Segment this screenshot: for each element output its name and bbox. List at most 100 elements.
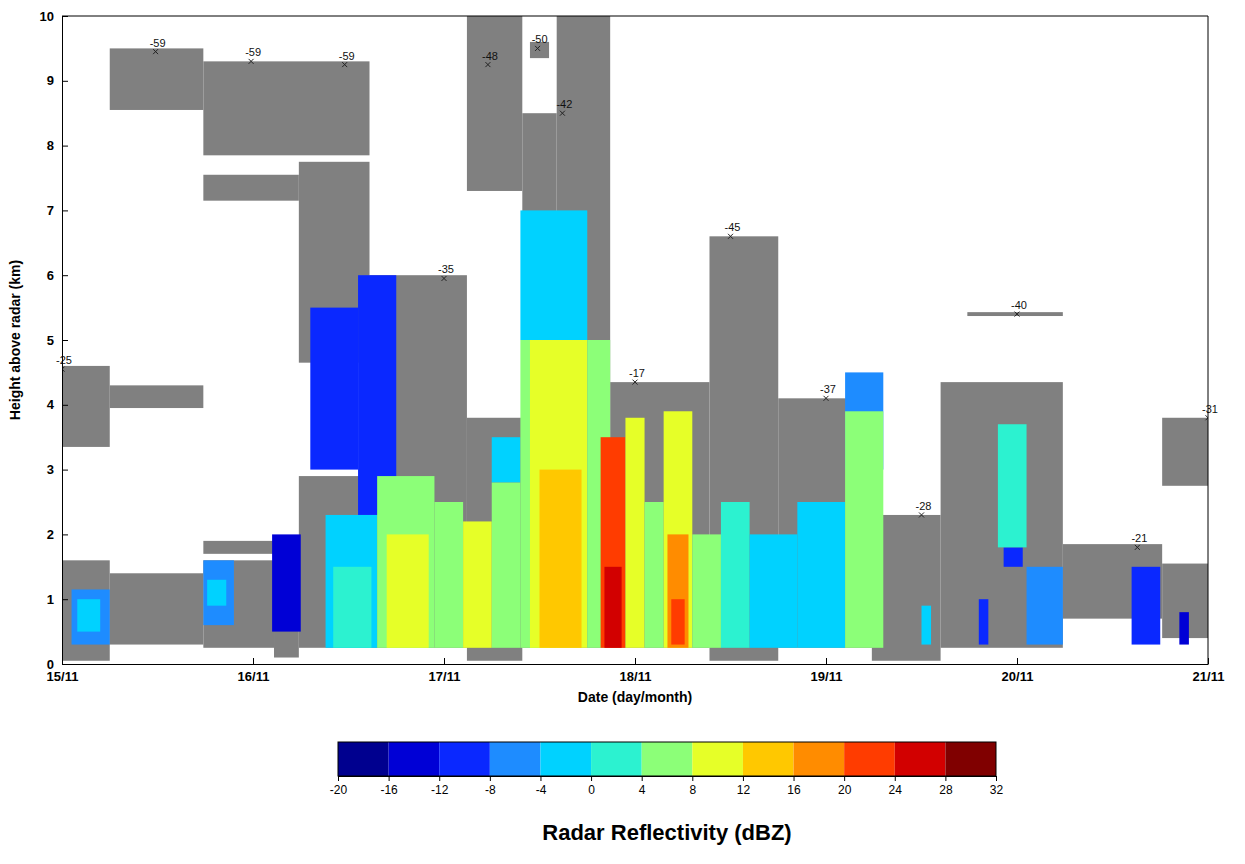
- y-tick: 0: [47, 657, 68, 672]
- reflectivity-cell: [326, 515, 378, 648]
- y-tick-label: 1: [47, 592, 54, 607]
- y-tick: 1: [47, 592, 68, 607]
- reflectivity-cell: [721, 502, 750, 648]
- y-tick-mark: [62, 599, 68, 600]
- y-tick: 7: [47, 203, 68, 218]
- temperature-label: -28: [916, 500, 932, 512]
- cloud-region: [62, 366, 110, 447]
- colorbar-title: Radar Reflectivity (dBZ): [542, 820, 791, 845]
- y-tick-label: 7: [47, 203, 54, 218]
- colorbar-tick-mark: [692, 776, 693, 781]
- reflectivity-cell: [645, 502, 664, 648]
- x-tick: 16/11: [238, 658, 270, 684]
- temperature-label: -17: [629, 367, 645, 379]
- reflectivity-cell: [625, 418, 644, 648]
- reflectivity-cell: [692, 534, 721, 647]
- temperature-label: -50: [532, 33, 548, 45]
- colorbar-tick-mark: [389, 776, 390, 781]
- colorbar-tick-mark: [591, 776, 592, 781]
- x-tick-mark: [635, 658, 636, 664]
- colorbar-tick: 8: [689, 776, 696, 797]
- colorbar-tick-label: 16: [787, 783, 801, 797]
- y-tick: 6: [47, 268, 68, 283]
- cloud-region: [203, 61, 369, 155]
- plot-frame: [62, 16, 1208, 664]
- colorbar-tick: 16: [787, 776, 801, 797]
- temperature-label: -48: [482, 50, 498, 62]
- colorbar-tick: 4: [639, 776, 646, 797]
- plot-background: [62, 16, 1208, 664]
- temperature-marker: [249, 59, 254, 64]
- reflectivity-cell: [845, 411, 883, 648]
- colorbar-tick: -16: [380, 776, 398, 797]
- y-tick-mark: [62, 664, 68, 665]
- x-tick-label: 20/11: [1002, 669, 1034, 684]
- y-axis-title: Height above radar (km): [7, 260, 23, 420]
- colorbar-tick: 0: [588, 776, 595, 797]
- temperature-label: -25: [56, 354, 72, 366]
- cloud-region: [967, 312, 1063, 316]
- colorbar-axis: -20-16-12-8-4048121620242832: [330, 776, 1004, 797]
- colorbar-bin: [844, 742, 895, 776]
- x-tick: 20/11: [1002, 658, 1034, 684]
- cloud-region: [467, 16, 522, 191]
- colorbar-tick-mark: [743, 776, 744, 781]
- colorbar-tick-mark: [540, 776, 541, 781]
- y-tick: 3: [47, 462, 68, 477]
- colorbar-bin: [794, 742, 845, 776]
- colorbar-tick-label: 28: [939, 783, 953, 797]
- temperature-label: -40: [1011, 299, 1027, 311]
- reflectivity-cell: [797, 502, 845, 648]
- temperature-label: -31: [1202, 403, 1218, 415]
- temperature-label: -59: [150, 37, 166, 49]
- y-tick-mark: [62, 210, 68, 211]
- reflectivity-cell: [492, 483, 521, 648]
- colorbar-tick-label: -12: [431, 783, 449, 797]
- y-axis: 012345678910: [40, 9, 68, 672]
- colorbar-tick-label: 4: [639, 783, 646, 797]
- colorbar-bin: [692, 742, 743, 776]
- plot-marks: [62, 16, 1208, 661]
- x-tick-mark: [444, 658, 445, 664]
- reflectivity-cell: [1027, 567, 1063, 645]
- reflectivity-cell: [434, 502, 463, 648]
- cloud-regions: [62, 16, 1208, 661]
- temperature-label: -59: [245, 46, 261, 58]
- y-tick-mark: [62, 405, 68, 406]
- x-tick: 18/11: [620, 658, 652, 684]
- colorbar-tick-mark: [338, 776, 339, 781]
- colorbar-tick-label: 24: [889, 783, 903, 797]
- reflectivity-cell: [998, 424, 1027, 547]
- colorbar-bin: [743, 742, 794, 776]
- colorbar-tick-mark: [844, 776, 845, 781]
- y-tick: 8: [47, 138, 68, 153]
- cloud-region: [203, 175, 299, 201]
- cloud-region: [110, 573, 204, 644]
- reflectivity-cell: [667, 534, 688, 647]
- y-tick: 9: [47, 73, 68, 88]
- colorbar-border: [338, 742, 996, 776]
- y-tick-mark: [62, 275, 68, 276]
- colorbar-bin: [338, 742, 389, 776]
- cloud-region: [62, 560, 110, 660]
- temperature-label: -59: [339, 50, 355, 62]
- colorbar-bin: [591, 742, 642, 776]
- temperature-marker: [728, 234, 733, 239]
- x-tick-label: 18/11: [620, 669, 652, 684]
- x-tick-mark: [253, 658, 254, 664]
- temperature-marker: [342, 62, 347, 67]
- reflectivity-cell: [1004, 547, 1023, 566]
- reflectivity-cell: [664, 411, 693, 648]
- reflectivity-cell: [1179, 612, 1189, 644]
- reflectivity-cell: [604, 567, 621, 648]
- temperature-marker: [535, 46, 540, 51]
- colorbar-axis-line: [339, 776, 997, 777]
- x-tick-label: 16/11: [238, 669, 270, 684]
- y-tick-mark: [62, 534, 68, 535]
- reflectivity-cell: [530, 340, 587, 648]
- x-tick: 17/11: [429, 658, 461, 684]
- y-tick: 4: [47, 397, 68, 412]
- y-tick-mark: [62, 340, 68, 341]
- colorbar-tick-mark: [794, 776, 795, 781]
- y-tick-label: 9: [47, 73, 54, 88]
